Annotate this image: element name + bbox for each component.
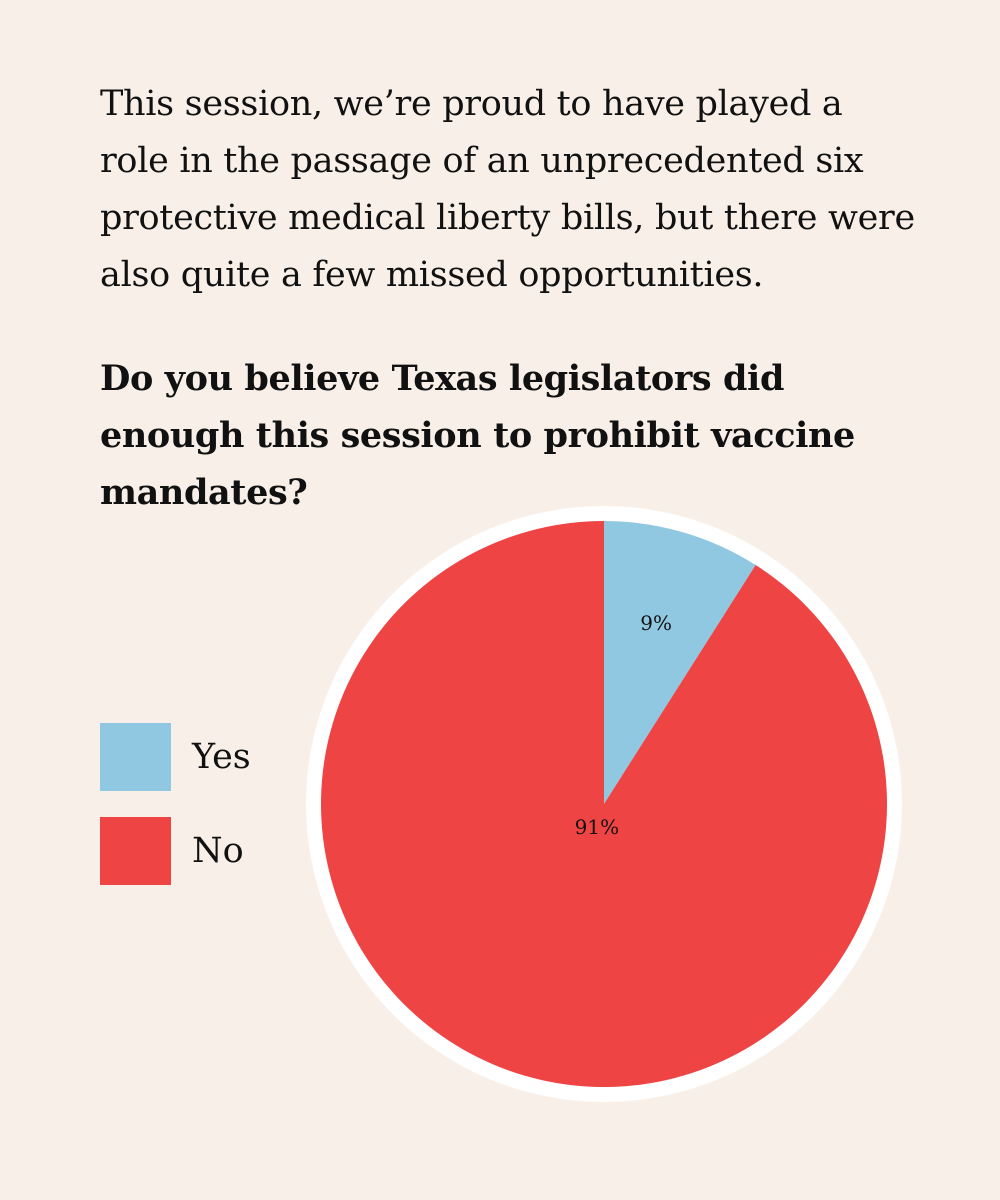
slice-label-no: 91% [575, 815, 619, 839]
slice-label-yes: 9% [640, 611, 672, 635]
pie-labels: 9% 91% [575, 611, 672, 839]
legend-swatch-no [100, 817, 171, 885]
legend-label-yes: Yes [192, 737, 251, 777]
legend-item-no: No [100, 817, 320, 885]
legend-item-yes: Yes [100, 723, 320, 791]
pie-slice-no [321, 521, 887, 1087]
pie-slices [321, 521, 887, 1087]
legend-label-no: No [192, 831, 244, 871]
intro-text: This session, we’re proud to have played… [100, 84, 915, 295]
pie-chart: 9% 91% [306, 506, 902, 1102]
legend-swatch-yes [100, 723, 171, 791]
poll-question: Do you believe Texas legislators did eno… [100, 358, 855, 513]
chart-legend: Yes No [100, 723, 320, 911]
pie-slice-yes [604, 521, 756, 804]
